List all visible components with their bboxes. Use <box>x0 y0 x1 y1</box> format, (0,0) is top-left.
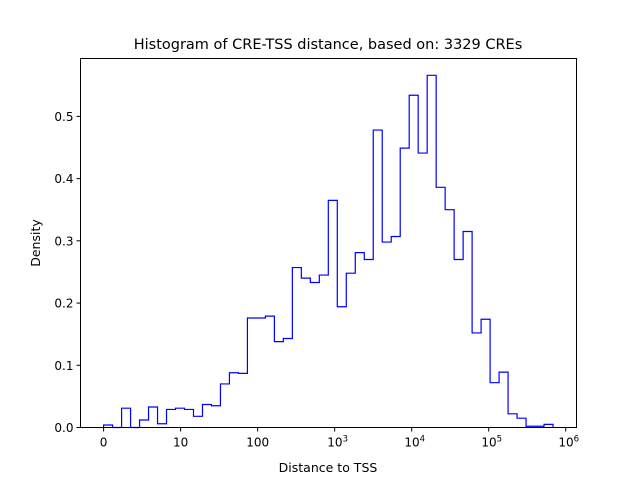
histogram-bin <box>391 236 400 427</box>
histogram-bin <box>140 420 149 427</box>
histogram-bin <box>382 242 391 427</box>
histogram-bin <box>193 416 202 427</box>
x-tick-label: 100 <box>246 436 269 450</box>
histogram-bin <box>211 406 220 428</box>
histogram-bin <box>508 414 517 428</box>
histogram-bin <box>292 268 301 428</box>
y-tick-label: 0.5 <box>54 110 73 124</box>
histogram-bin <box>202 404 211 427</box>
histogram-bin <box>427 75 436 427</box>
histogram-bin <box>499 372 508 427</box>
histogram-bin <box>122 408 131 427</box>
x-tick-label: 10 <box>173 436 188 450</box>
histogram-bin <box>481 319 490 427</box>
y-tick-label: 0.1 <box>54 359 73 373</box>
histogram-bin <box>184 409 193 427</box>
histogram-bin <box>238 373 247 427</box>
y-tick-label: 0.2 <box>54 297 73 311</box>
histogram-bin <box>176 408 185 427</box>
histogram-bin <box>283 339 292 428</box>
histogram-bin <box>418 153 427 427</box>
histogram-bin <box>274 342 283 428</box>
histogram-bin <box>167 409 176 427</box>
histogram-bin <box>149 407 158 428</box>
x-tick-label: 104 <box>404 435 425 450</box>
y-tick-label: 0.3 <box>54 234 73 248</box>
histogram-bin <box>490 383 499 428</box>
axes-frame <box>80 58 577 428</box>
histogram-bin <box>454 259 463 427</box>
histogram-bin <box>301 278 310 427</box>
histogram-bin <box>436 187 445 427</box>
histogram-bin <box>319 275 328 427</box>
plot-area: 0 10 100 103 104 105 106 0.0 0.1 0.2 0.3 0.4 0.5 <box>54 74 579 450</box>
chart-title: Histogram of CRE-TSS distance, based on:… <box>134 37 523 53</box>
histogram-bin <box>409 95 418 427</box>
histogram-bin <box>256 318 265 428</box>
y-tick-label: 0.4 <box>54 172 73 186</box>
y-tick-label: 0.0 <box>54 421 73 435</box>
histogram-bin <box>337 307 346 428</box>
histogram-step-line <box>103 74 554 429</box>
histogram-bin <box>364 259 373 427</box>
histogram-bin <box>220 384 229 428</box>
histogram-bin <box>229 373 238 428</box>
histogram-bin <box>355 253 364 428</box>
histogram-bin <box>373 130 382 427</box>
histogram-bin <box>265 316 274 427</box>
histogram-bin <box>346 273 355 427</box>
histogram-bin <box>328 200 337 427</box>
x-tick-label: 0 <box>100 436 108 450</box>
x-tick-label: 106 <box>558 435 579 450</box>
histogram-bin <box>517 418 526 427</box>
histogram-bin <box>400 148 409 427</box>
histogram-bin <box>247 318 256 428</box>
y-axis-label: Density <box>28 219 43 267</box>
histogram-bin <box>445 210 454 428</box>
histogram-bin <box>463 231 472 427</box>
x-tick-label: 103 <box>327 435 348 450</box>
x-axis-label: Distance to TSS <box>279 460 378 475</box>
histogram-bin <box>310 283 319 428</box>
x-tick-label: 105 <box>481 435 502 450</box>
histogram-bin <box>472 333 481 428</box>
